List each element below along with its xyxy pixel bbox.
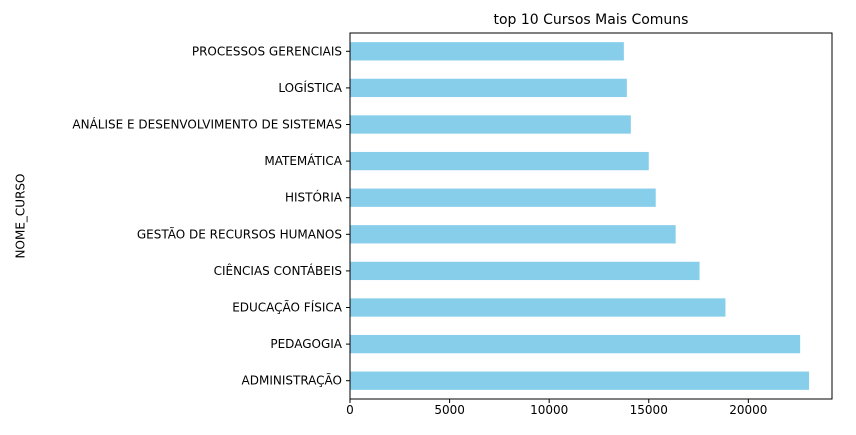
bar — [350, 78, 627, 98]
y-tick-label: ADMINISTRAÇÃO — [242, 373, 342, 388]
y-tick-label: ANÁLISE E DESENVOLVIMENTO DE SISTEMAS — [72, 117, 342, 132]
y-tick-label: CIÊNCIAS CONTÁBEIS — [214, 263, 342, 278]
bar — [350, 334, 801, 354]
bar — [350, 371, 810, 390]
chart-title: top 10 Cursos Mais Comuns — [494, 12, 689, 28]
y-tick-label: MATEMÁTICA — [264, 153, 342, 168]
plot-frame — [349, 32, 833, 400]
bars-group — [350, 42, 810, 390]
bar — [350, 115, 631, 134]
y-tick-label: EDUCAÇÃO FÍSICA — [232, 300, 343, 315]
x-tick-label: 15000 — [630, 403, 668, 417]
y-tick-label: HISTÓRIA — [285, 190, 343, 205]
x-ticks-group: 0 5000 10000 15000 20000 — [346, 399, 767, 417]
x-tick-label: 5000 — [434, 403, 465, 417]
y-tick-label: LOGÍSTICA — [278, 80, 342, 95]
bar — [350, 151, 649, 171]
x-tick-label: 20000 — [729, 403, 767, 417]
bar — [350, 261, 700, 281]
bar — [350, 298, 726, 317]
bar — [350, 42, 624, 61]
x-tick-label: 0 — [346, 403, 354, 417]
y-tick-label: GESTÃO DE RECURSOS HUMANOS — [137, 226, 342, 241]
x-tick-label: 10000 — [530, 403, 568, 417]
bar — [350, 225, 676, 244]
bar — [350, 188, 656, 207]
y-axis-label: NOME_CURSO — [14, 174, 28, 259]
y-tick-label: PEDAGOGIA — [270, 337, 342, 351]
y-ticks-group: ADMINISTRAÇÃO PEDAGOGIA EDUCAÇÃO FÍSICA CIÊ… — [72, 44, 350, 388]
y-tick-label: PROCESSOS GERENCIAIS — [192, 44, 342, 58]
